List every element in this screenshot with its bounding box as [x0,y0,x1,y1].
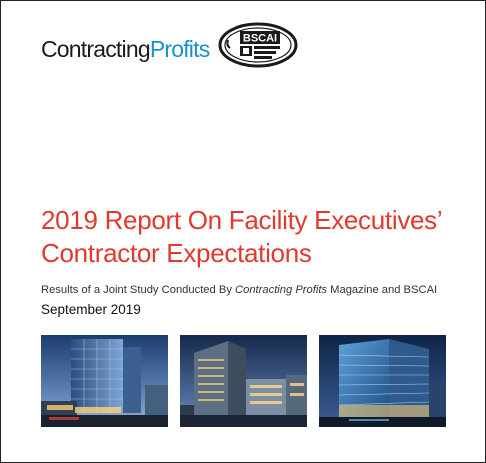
office-complex-twilight-photo [180,335,307,427]
contracting-profits-logo: ContractingProfits [41,27,210,71]
subtitle-prefix: Results of a Joint Study Conducted By [41,284,236,296]
report-subtitle: Results of a Joint Study Conducted By Co… [41,284,437,296]
glass-office-night-photo [319,335,446,427]
subtitle-magazine: Contracting Profits [235,284,328,296]
logo-part-contracting: Contracting [41,35,151,62]
seal-label: BSCAI [243,33,277,45]
report-title: 2019 Report On Facility Executives’ Cont… [41,205,442,268]
logo-part-profits: Profits [149,35,210,62]
subtitle-suffix: Magazine and BSCAI [327,284,438,296]
bscai-seal-icon: BSCAI [218,22,298,68]
office-tower-dusk-photo [41,335,168,427]
report-date: September 2019 [41,302,141,317]
